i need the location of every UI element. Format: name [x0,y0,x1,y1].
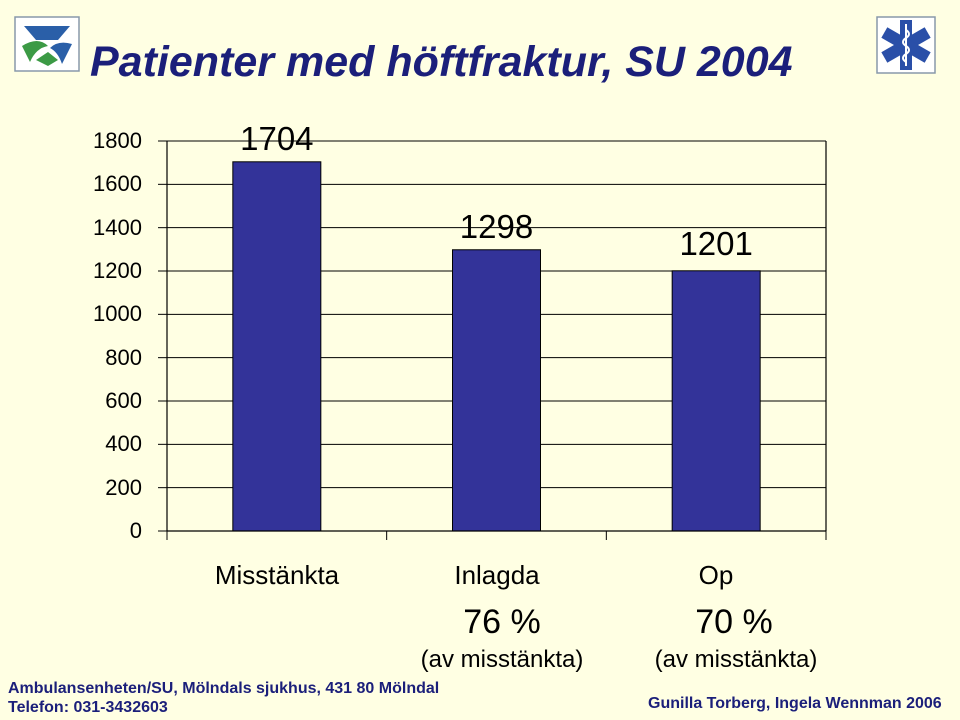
bar-1 [452,249,541,532]
percent-annotation-inlagda: 76 % [463,603,541,641]
y-tick-label: 200 [105,474,142,500]
bar-0 [232,161,322,532]
su-logo [14,16,80,72]
data-label: 1704 [240,120,313,157]
category-label-op: Op [698,560,734,590]
percent-annotation-op: 70 % [695,603,773,641]
percent-note-op: (av misstänkta) [654,646,818,673]
y-tick-label: 1200 [93,258,142,283]
y-tick-label: 1400 [93,214,142,240]
footer-address: Ambulansenheten/SU, Mölndals sjukhus, 43… [8,680,440,697]
axis-lines [158,140,827,540]
chart-title: Patienter med höftfraktur, SU 2004 [90,38,793,86]
category-label-misstankta: Misstänkta [214,560,340,590]
data-label: 1298 [460,208,533,245]
bars [232,161,761,532]
data-label: 1201 [679,225,752,262]
y-tick-label: 1800 [93,128,142,153]
y-tick-label: 1000 [93,301,142,327]
category-label-inlagda: Inlagda [454,560,540,590]
percent-note-inlagda: (av misstänkta) [420,646,584,673]
y-tick-label: 600 [105,388,142,413]
footer-phone: Telefon: 031-3432603 [8,699,168,716]
y-tick-label: 0 [129,518,142,543]
y-tick-label: 1600 [93,171,142,197]
y-tick-label: 400 [105,431,142,457]
bar-2 [671,270,761,532]
y-tick-label: 800 [105,344,142,370]
footer-authors: Gunilla Torberg, Ingela Wennman 2006 [648,695,942,712]
star-of-life-icon [876,16,936,74]
data-labels: 1704 1298 1201 [240,120,753,262]
